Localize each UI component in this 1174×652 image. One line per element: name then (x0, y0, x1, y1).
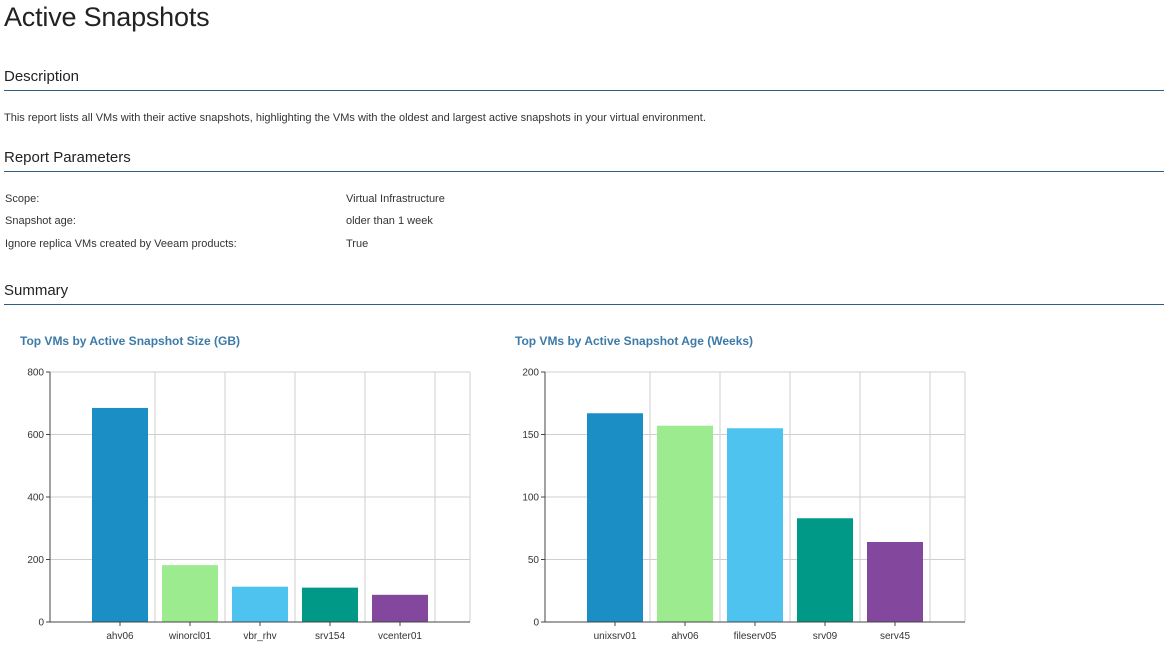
x-tick-label: srv09 (813, 631, 838, 642)
description-text: This report lists all VMs with their act… (4, 112, 706, 124)
y-tick-label: 150 (522, 430, 539, 441)
x-tick-label: vcenter01 (378, 631, 422, 642)
bar-fileserv05 (727, 428, 783, 622)
chart-title-size: Top VMs by Active Snapshot Size (GB) (20, 334, 241, 348)
param-value-ignore-replica: True (346, 238, 369, 250)
snapshot-age-chart: 0 50 100 150 200 unixsrv01 ahv06 fileserv05 srv0… (522, 368, 966, 642)
bar-vbr_rhv (232, 586, 288, 622)
bar-vcenter01 (372, 594, 428, 622)
y-tick-label: 100 (522, 493, 539, 504)
bar-ahv06 (92, 407, 148, 622)
bar-serv45 (867, 542, 923, 622)
chart-title-age: Top VMs by Active Snapshot Age (Weeks) (515, 334, 754, 348)
bar-srv09 (797, 518, 853, 622)
snapshot-size-chart: 0 200 400 600 800 ahv06 winorcl01 vbr_rhv srv154… (27, 368, 471, 642)
bar-srv154 (302, 587, 358, 622)
x-tick-label: unixsrv01 (594, 631, 637, 642)
param-value-snapshot-age: older than 1 week (346, 215, 433, 227)
y-tick-label: 0 (533, 618, 539, 629)
x-tick-label: serv45 (880, 631, 910, 642)
page-title: Active Snapshots (4, 2, 210, 32)
bar-unixsrv01 (587, 413, 643, 622)
y-tick-label: 50 (528, 555, 540, 566)
param-value-scope: Virtual Infrastructure (346, 193, 445, 205)
x-tick-label: ahv06 (671, 631, 699, 642)
bar-ahv06 (657, 425, 713, 622)
x-tick-label: fileserv05 (734, 631, 777, 642)
param-label-ignore-replica: Ignore replica VMs created by Veeam prod… (5, 238, 237, 250)
param-label-snapshot-age: Snapshot age: (5, 215, 76, 227)
summary-header: Summary (4, 282, 1164, 305)
x-tick-label: ahv06 (106, 631, 134, 642)
x-tick-label: winorcl01 (168, 631, 212, 642)
y-tick-label: 800 (27, 368, 44, 379)
y-tick-label: 0 (38, 618, 44, 629)
param-label-scope: Scope: (5, 193, 40, 205)
x-tick-label: srv154 (315, 631, 345, 642)
x-tick-label: vbr_rhv (243, 631, 276, 642)
y-tick-label: 600 (27, 430, 44, 441)
y-tick-label: 400 (27, 493, 44, 504)
report-parameters-header: Report Parameters (4, 149, 1164, 172)
bar-winorcl01 (162, 565, 218, 622)
description-header: Description (4, 68, 1164, 91)
y-tick-label: 200 (27, 555, 44, 566)
y-tick-label: 200 (522, 368, 539, 379)
